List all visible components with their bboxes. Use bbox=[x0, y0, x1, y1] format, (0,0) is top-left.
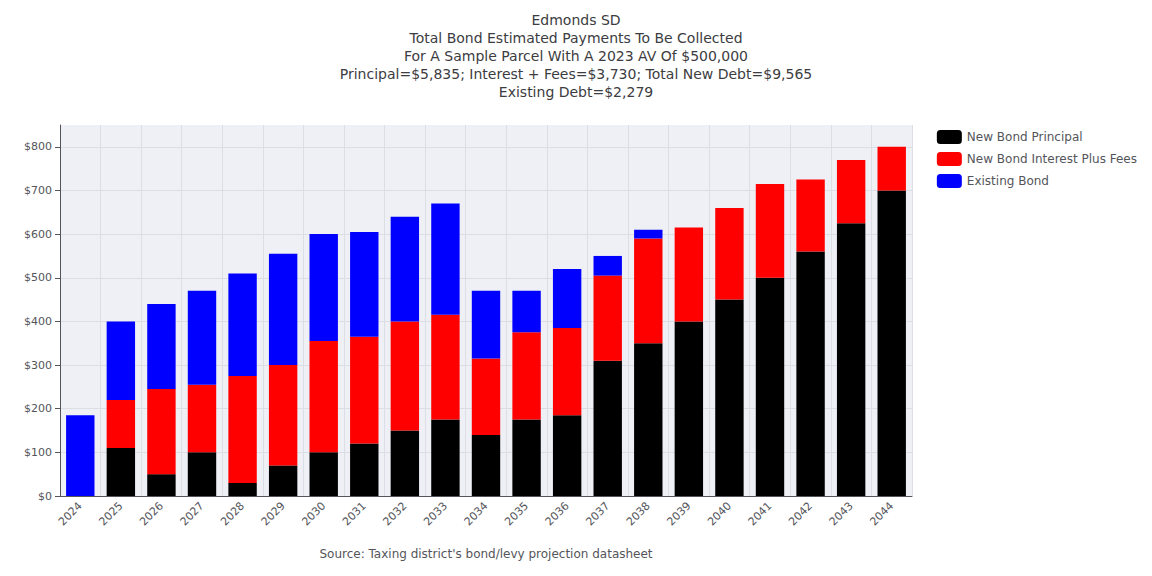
svg-text:2032: 2032 bbox=[380, 499, 409, 528]
svg-text:2031: 2031 bbox=[340, 499, 369, 528]
svg-text:2034: 2034 bbox=[462, 499, 491, 528]
svg-text:2043: 2043 bbox=[827, 499, 856, 528]
svg-text:$700: $700 bbox=[24, 184, 52, 197]
svg-text:2037: 2037 bbox=[583, 499, 612, 528]
svg-text:$200: $200 bbox=[24, 402, 52, 415]
svg-text:2038: 2038 bbox=[624, 499, 653, 528]
svg-text:2035: 2035 bbox=[502, 499, 531, 528]
svg-text:For A Sample Parcel With A 202: For A Sample Parcel With A 2023 AV Of $5… bbox=[404, 48, 748, 64]
svg-text:2024: 2024 bbox=[56, 499, 85, 528]
svg-text:2030: 2030 bbox=[299, 499, 328, 528]
svg-text:2027: 2027 bbox=[178, 499, 207, 528]
svg-text:2044: 2044 bbox=[867, 499, 896, 528]
svg-text:2039: 2039 bbox=[664, 499, 693, 528]
svg-text:2029: 2029 bbox=[259, 499, 288, 528]
svg-text:2028: 2028 bbox=[218, 499, 247, 528]
svg-text:$400: $400 bbox=[24, 315, 52, 328]
svg-text:2025: 2025 bbox=[96, 499, 125, 528]
svg-text:Existing Debt=$2,279: Existing Debt=$2,279 bbox=[499, 84, 653, 100]
svg-text:2041: 2041 bbox=[746, 499, 775, 528]
svg-text:$100: $100 bbox=[24, 446, 52, 459]
svg-text:2036: 2036 bbox=[543, 499, 572, 528]
svg-text:2040: 2040 bbox=[705, 499, 734, 528]
svg-text:$500: $500 bbox=[24, 271, 52, 284]
svg-text:Source: Taxing district's bond: Source: Taxing district's bond/levy proj… bbox=[319, 547, 652, 561]
svg-text:Total Bond Estimated Payments: Total Bond Estimated Payments To Be Coll… bbox=[408, 30, 742, 46]
svg-text:Principal=$5,835; Interest + F: Principal=$5,835; Interest + Fees=$3,730… bbox=[340, 66, 812, 82]
svg-text:New Bond Interest Plus Fees: New Bond Interest Plus Fees bbox=[967, 152, 1137, 166]
svg-text:$0: $0 bbox=[38, 490, 52, 503]
svg-text:Existing Bond: Existing Bond bbox=[967, 174, 1049, 188]
svg-text:2042: 2042 bbox=[786, 499, 815, 528]
svg-text:2033: 2033 bbox=[421, 499, 450, 528]
svg-text:$300: $300 bbox=[24, 359, 52, 372]
svg-text:Edmonds SD: Edmonds SD bbox=[531, 12, 620, 28]
svg-text:$600: $600 bbox=[24, 228, 52, 241]
svg-text:New Bond Principal: New Bond Principal bbox=[967, 130, 1083, 144]
svg-text:$800: $800 bbox=[24, 140, 52, 153]
svg-text:2026: 2026 bbox=[137, 499, 166, 528]
